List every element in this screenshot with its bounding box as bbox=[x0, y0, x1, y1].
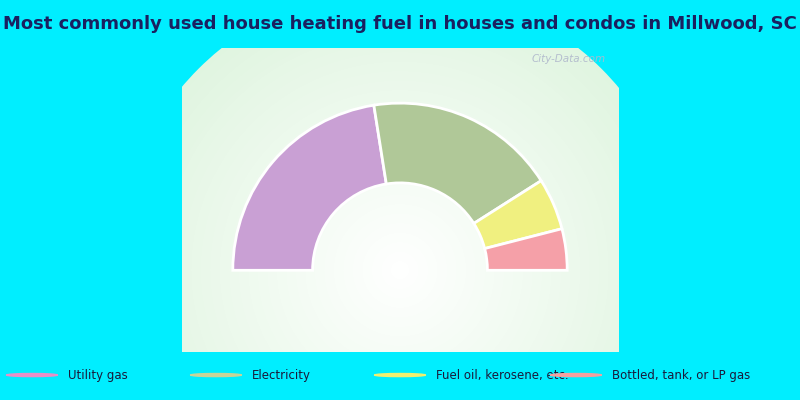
Circle shape bbox=[390, 261, 410, 280]
Circle shape bbox=[201, 71, 599, 400]
Text: Electricity: Electricity bbox=[252, 368, 311, 382]
Circle shape bbox=[248, 118, 552, 400]
Circle shape bbox=[219, 90, 581, 400]
Circle shape bbox=[286, 156, 514, 384]
Circle shape bbox=[371, 242, 429, 299]
Text: City-Data.com: City-Data.com bbox=[531, 54, 606, 64]
Circle shape bbox=[191, 61, 609, 400]
Circle shape bbox=[196, 66, 604, 400]
Circle shape bbox=[329, 199, 471, 342]
Circle shape bbox=[353, 223, 447, 318]
Circle shape bbox=[115, 0, 685, 400]
Circle shape bbox=[343, 213, 457, 327]
Circle shape bbox=[138, 9, 662, 400]
Circle shape bbox=[238, 109, 562, 400]
Circle shape bbox=[348, 218, 452, 322]
Circle shape bbox=[224, 94, 576, 400]
Circle shape bbox=[358, 228, 442, 313]
Circle shape bbox=[319, 190, 481, 351]
Circle shape bbox=[186, 56, 614, 400]
Circle shape bbox=[267, 137, 533, 400]
Circle shape bbox=[381, 251, 419, 289]
Text: Bottled, tank, or LP gas: Bottled, tank, or LP gas bbox=[612, 368, 750, 382]
Circle shape bbox=[324, 194, 476, 346]
Circle shape bbox=[172, 42, 628, 400]
Circle shape bbox=[295, 166, 505, 375]
Circle shape bbox=[134, 4, 666, 400]
Circle shape bbox=[374, 374, 426, 376]
Circle shape bbox=[148, 18, 652, 400]
Circle shape bbox=[262, 132, 538, 400]
Circle shape bbox=[550, 374, 602, 376]
Circle shape bbox=[310, 180, 490, 360]
Circle shape bbox=[125, 0, 675, 400]
Circle shape bbox=[282, 152, 518, 389]
Wedge shape bbox=[374, 103, 541, 224]
Circle shape bbox=[366, 237, 434, 304]
Circle shape bbox=[395, 266, 405, 275]
Circle shape bbox=[214, 85, 586, 400]
Circle shape bbox=[314, 185, 486, 356]
Circle shape bbox=[130, 0, 670, 400]
Circle shape bbox=[210, 80, 590, 400]
Wedge shape bbox=[474, 181, 562, 248]
Circle shape bbox=[305, 175, 495, 365]
Text: Most commonly used house heating fuel in houses and condos in Millwood, SC: Most commonly used house heating fuel in… bbox=[3, 15, 797, 33]
Circle shape bbox=[300, 170, 500, 370]
Circle shape bbox=[243, 114, 557, 400]
Circle shape bbox=[158, 28, 642, 400]
Circle shape bbox=[277, 147, 523, 394]
Circle shape bbox=[229, 99, 571, 400]
Circle shape bbox=[153, 23, 647, 400]
Wedge shape bbox=[233, 105, 386, 270]
Text: Fuel oil, kerosene, etc.: Fuel oil, kerosene, etc. bbox=[436, 368, 569, 382]
Circle shape bbox=[177, 47, 623, 400]
Text: Utility gas: Utility gas bbox=[68, 368, 128, 382]
Circle shape bbox=[162, 33, 638, 400]
Circle shape bbox=[206, 76, 594, 400]
Circle shape bbox=[190, 374, 242, 376]
Circle shape bbox=[362, 232, 438, 308]
Circle shape bbox=[182, 52, 618, 400]
Circle shape bbox=[143, 14, 657, 400]
Circle shape bbox=[386, 256, 414, 284]
Circle shape bbox=[334, 204, 466, 337]
Circle shape bbox=[253, 123, 547, 400]
Circle shape bbox=[167, 38, 633, 400]
Circle shape bbox=[6, 374, 58, 376]
Circle shape bbox=[258, 128, 542, 400]
Circle shape bbox=[234, 104, 566, 400]
Circle shape bbox=[120, 0, 680, 400]
Circle shape bbox=[338, 208, 462, 332]
Circle shape bbox=[290, 161, 510, 380]
Circle shape bbox=[376, 246, 424, 294]
Wedge shape bbox=[485, 229, 567, 270]
Circle shape bbox=[272, 142, 528, 398]
